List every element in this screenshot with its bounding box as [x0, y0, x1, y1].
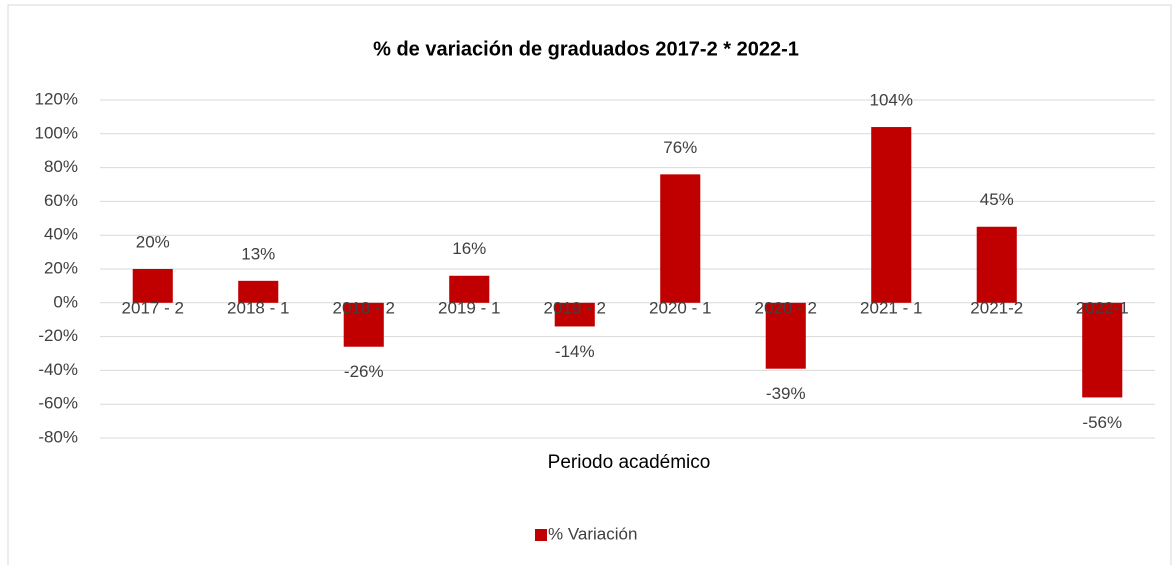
- data-label: 104%: [870, 91, 913, 110]
- bar: [449, 275, 490, 303]
- x-tick-label: 2017 - 2: [122, 298, 184, 317]
- x-tick-label: 2022-1: [1076, 298, 1129, 317]
- x-axis-label: Periodo académico: [548, 452, 711, 473]
- x-tick-label: 2018 - 1: [227, 298, 289, 317]
- bar: [554, 302, 595, 327]
- data-label: -26%: [344, 362, 384, 381]
- data-label: 45%: [980, 190, 1014, 209]
- y-tick-label: -40%: [38, 360, 78, 379]
- data-label: 16%: [452, 239, 486, 258]
- x-tick-label: 2020 - 1: [649, 298, 711, 317]
- bar: [871, 127, 912, 303]
- x-tick-label: 2021 - 1: [860, 298, 922, 317]
- chart-title: % de variación de graduados 2017-2 * 202…: [373, 38, 799, 60]
- y-tick-label: 40%: [44, 225, 78, 244]
- bar: [660, 174, 701, 303]
- data-label: 20%: [136, 232, 170, 251]
- bar: [1082, 302, 1123, 398]
- bar: [976, 226, 1017, 303]
- bar: [765, 302, 806, 369]
- y-tick-label: 20%: [44, 258, 78, 277]
- data-label: -39%: [766, 384, 806, 403]
- y-tick-label: 100%: [35, 123, 78, 142]
- y-tick-label: -80%: [38, 427, 78, 446]
- legend-swatch: [535, 529, 547, 541]
- x-tick-label: 2021-2: [970, 298, 1023, 317]
- data-label: 76%: [663, 138, 697, 157]
- x-tick-label: 2019 - 1: [438, 298, 500, 317]
- y-tick-label: -60%: [38, 394, 78, 413]
- bar: [132, 269, 173, 303]
- y-tick-label: 120%: [35, 89, 78, 108]
- bar: [238, 280, 279, 303]
- y-tick-label: -20%: [38, 326, 78, 345]
- data-label: -14%: [555, 342, 595, 361]
- data-label: -56%: [1082, 413, 1122, 432]
- y-tick-label: 60%: [44, 191, 78, 210]
- x-tick-label: 2019 - 2: [544, 298, 606, 317]
- y-tick-label: 0%: [53, 292, 78, 311]
- x-tick-label: 2018 - 2: [333, 298, 395, 317]
- bar: [343, 302, 384, 347]
- y-tick-label: 80%: [44, 157, 78, 176]
- legend-label: % Variación: [548, 524, 637, 543]
- x-tick-label: 2020 - 2: [755, 298, 817, 317]
- data-label: 13%: [241, 244, 275, 263]
